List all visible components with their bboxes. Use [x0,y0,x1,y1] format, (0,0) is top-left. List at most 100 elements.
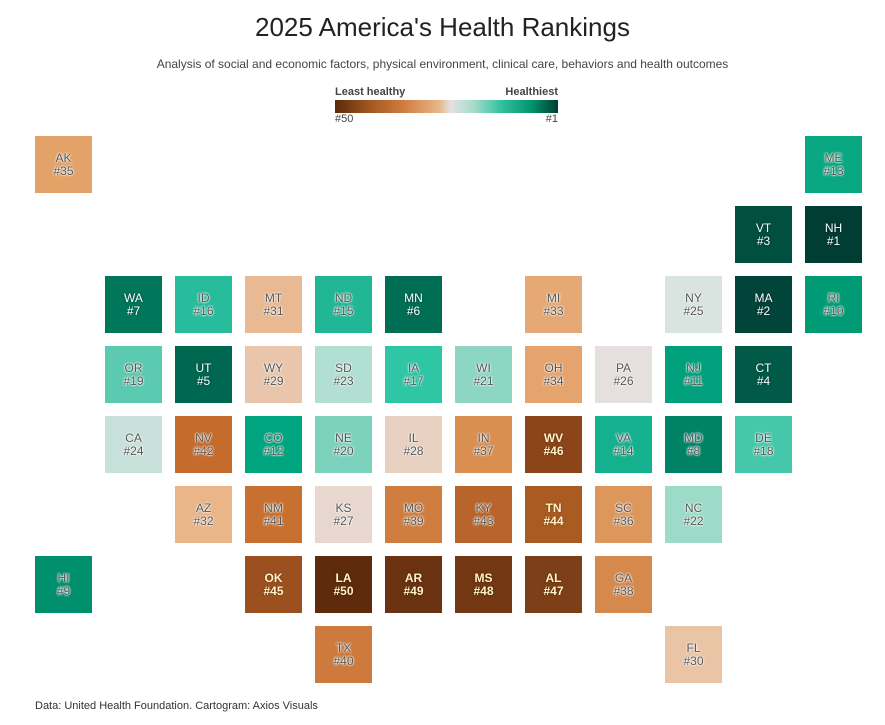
state-tile-ky: KY #43 [455,486,512,543]
state-rank: #15 [333,303,354,318]
state-rank: #14 [613,443,634,458]
state-tile-wi: WI #21 [455,346,512,403]
legend-high-tick: #1 [545,113,558,125]
state-rank: #38 [613,583,634,598]
state-rank: #28 [403,443,424,458]
state-abbr: NH [824,220,843,235]
state-abbr: ID [197,290,210,305]
state-tile-al: AL #47 [525,556,582,613]
state-tile-ga: GA #38 [595,556,652,613]
state-abbr: CT [755,360,772,375]
state-tile-wa: WA #7 [105,276,162,333]
state-rank: #48 [473,583,494,598]
state-rank: #40 [333,653,354,668]
state-abbr: MT [264,290,283,305]
legend-low-tick: #50 [335,113,354,125]
source-note: Data: United Health Foundation. Cartogra… [35,700,318,712]
state-abbr: KS [335,500,352,515]
state-abbr: ME [824,150,843,165]
state-rank: #9 [56,583,71,598]
state-tile-il: IL #28 [385,416,442,473]
legend-healthiest-label: Healthiest [505,86,558,98]
state-rank: #39 [403,513,424,528]
state-rank: #42 [193,443,214,458]
state-rank: #20 [333,443,354,458]
state-rank: #49 [403,583,424,598]
state-tile-ca: CA #24 [105,416,162,473]
state-rank: #6 [406,303,421,318]
state-rank: #29 [263,373,284,388]
state-tile-la: LA #50 [315,556,372,613]
state-tile-in: IN #37 [455,416,512,473]
state-abbr: MA [754,290,773,305]
state-rank: #24 [123,443,144,458]
state-rank: #19 [123,373,144,388]
state-rank: #16 [193,303,214,318]
state-abbr: MO [403,500,424,515]
state-abbr: MI [546,290,561,305]
state-tile-ny: NY #25 [665,276,722,333]
state-rank: #43 [473,513,494,528]
state-abbr: MN [404,290,423,305]
state-abbr: SC [615,500,632,515]
state-tile-wv: WV #46 [525,416,582,473]
state-tile-sc: SC #36 [595,486,652,543]
state-abbr: GA [614,570,633,585]
state-rank: #44 [543,513,564,528]
state-abbr: AL [545,570,562,585]
chart-subtitle: Analysis of social and economic factors,… [156,57,729,71]
state-tile-de: DE #18 [735,416,792,473]
state-rank: #50 [333,583,354,598]
state-abbr: NE [335,430,352,445]
state-rank: #26 [613,373,634,388]
state-tile-tn: TN #44 [525,486,582,543]
state-rank: #22 [683,513,704,528]
state-tile-id: ID #16 [175,276,232,333]
state-rank: #37 [473,443,494,458]
state-abbr: UT [195,360,212,375]
state-tile-co: CO #12 [245,416,302,473]
state-abbr: AZ [195,500,212,515]
state-abbr: SD [335,360,352,375]
state-rank: #32 [193,513,214,528]
state-abbr: OR [124,360,143,375]
state-abbr: IL [408,430,419,445]
state-abbr: TX [335,640,352,655]
state-abbr: KY [475,500,492,515]
state-abbr: WV [543,430,564,445]
state-rank: #30 [683,653,704,668]
state-rank: #13 [823,163,844,178]
state-tile-mt: MT #31 [245,276,302,333]
state-abbr: MS [474,570,493,585]
state-tile-ct: CT #4 [735,346,792,403]
chart-title: 2025 America's Health Rankings [255,12,630,42]
state-tile-nm: NM #41 [245,486,302,543]
state-tile-ak: AK #35 [35,136,92,193]
state-tile-oh: OH #34 [525,346,582,403]
state-abbr: NC [684,500,703,515]
state-abbr: HI [57,570,70,585]
state-abbr: OH [544,360,563,375]
state-tile-nv: NV #42 [175,416,232,473]
state-tile-md: MD #8 [665,416,722,473]
state-rank: #3 [756,233,771,248]
state-tile-ks: KS #27 [315,486,372,543]
state-tile-mn: MN #6 [385,276,442,333]
state-rank: #7 [126,303,141,318]
state-rank: #31 [263,303,284,318]
state-rank: #47 [543,583,564,598]
state-tile-me: ME #13 [805,136,862,193]
state-rank: #11 [683,373,704,388]
state-tile-fl: FL #30 [665,626,722,683]
state-rank: #41 [263,513,284,528]
state-rank: #18 [753,443,774,458]
state-rank: #25 [683,303,704,318]
state-rank: #17 [403,373,424,388]
state-tile-vt: VT #3 [735,206,792,263]
state-tile-ut: UT #5 [175,346,232,403]
state-rank: #36 [613,513,634,528]
state-abbr: IA [407,360,420,375]
state-tile-ar: AR #49 [385,556,442,613]
state-rank: #23 [333,373,354,388]
